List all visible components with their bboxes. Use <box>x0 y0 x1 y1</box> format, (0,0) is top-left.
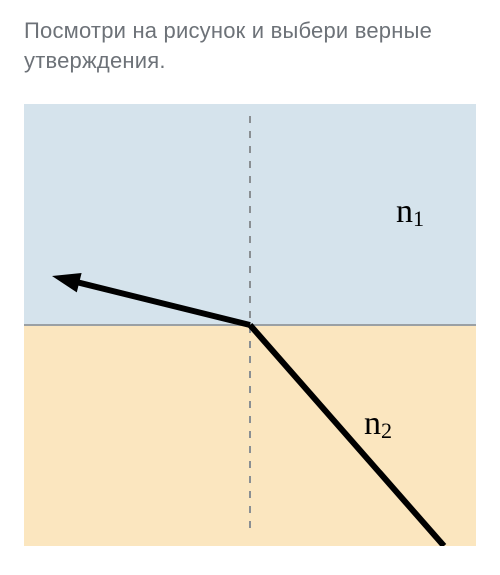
refraction-diagram: n1 n2 <box>24 104 476 546</box>
prompt-text: Посмотри на рисунок и выбери верные утве… <box>24 18 432 73</box>
page-root: Посмотри на рисунок и выбери верные утве… <box>0 0 500 575</box>
question-prompt: Посмотри на рисунок и выбери верные утве… <box>24 16 476 76</box>
diagram-container: n1 n2 <box>24 104 476 546</box>
